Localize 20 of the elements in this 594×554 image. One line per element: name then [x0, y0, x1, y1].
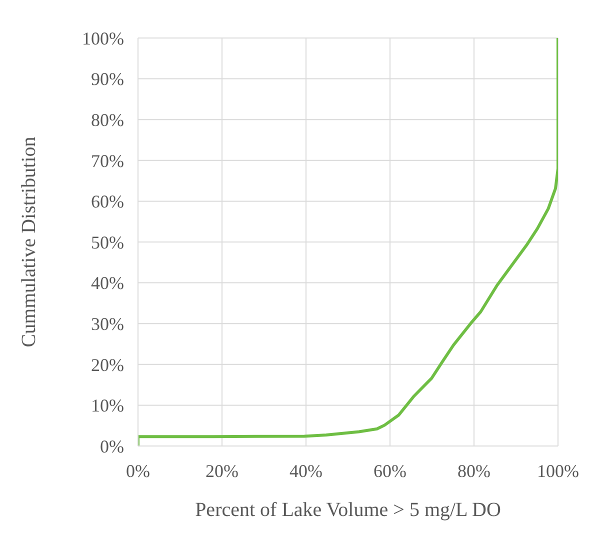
line-series: [138, 38, 558, 446]
y-tick-label: 80%: [91, 110, 124, 130]
y-tick-label: 40%: [91, 273, 124, 294]
y-tick-label: 60%: [91, 192, 124, 212]
x-axis-title: Percent of Lake Volume > 5 mg/L DO: [195, 499, 501, 521]
y-tick-label: 50%: [91, 232, 124, 252]
x-tick-label: 80%: [458, 460, 490, 481]
x-tick-label: 60%: [374, 460, 406, 481]
y-tick-label: 30%: [91, 314, 124, 334]
x-tick-label: 100%: [537, 460, 579, 481]
x-tick-label: 0%: [126, 460, 150, 481]
y-tick-label: 0%: [100, 436, 124, 456]
y-axis-title: Cummulative Distribution: [18, 136, 40, 348]
y-tick-label: 100%: [82, 28, 124, 48]
x-tick-label: 40%: [290, 460, 322, 481]
y-tick-label: 20%: [91, 354, 124, 375]
y-tick-label: 90%: [91, 69, 124, 90]
y-tick-label: 10%: [91, 396, 124, 416]
y-tick-label: 70%: [91, 150, 124, 171]
x-tick-label: 20%: [206, 460, 238, 481]
